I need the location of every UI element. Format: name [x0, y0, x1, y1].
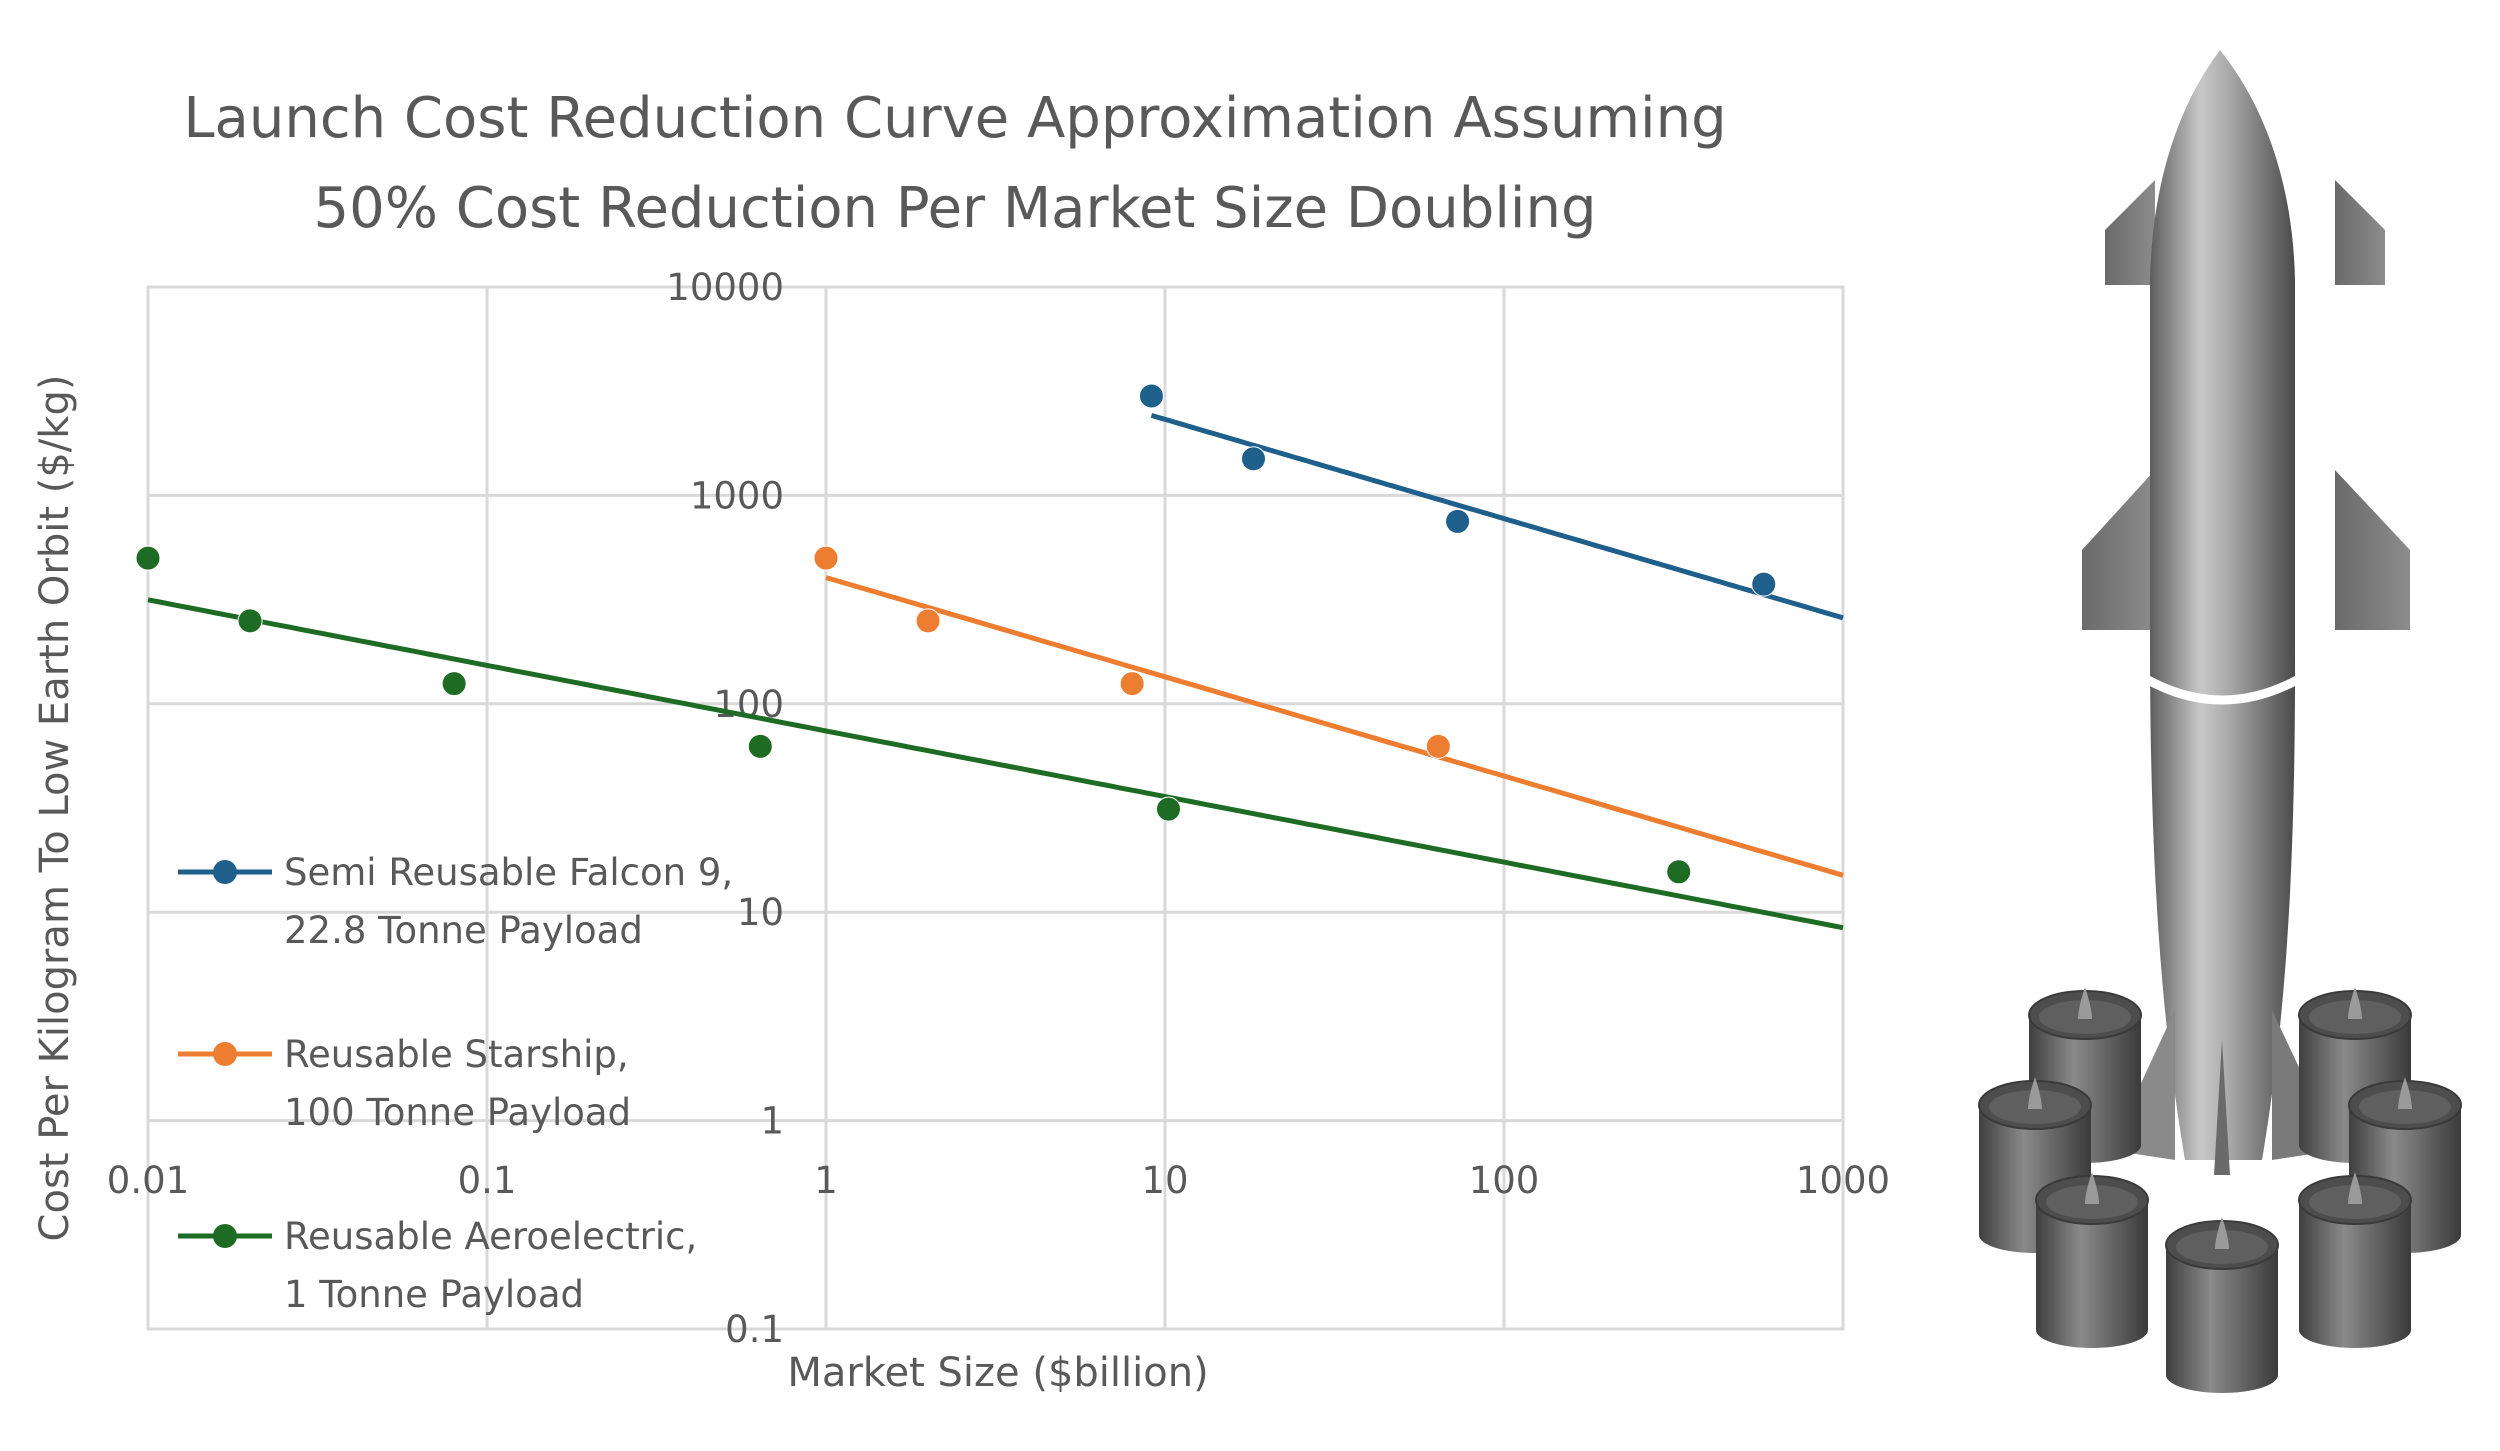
legend-item-2: Reusable Aeroelectric, 1 Tonne Payload — [178, 1215, 697, 1316]
series-2-marker-2 — [441, 671, 467, 697]
legend-label-0-1: 22.8 Tonne Payload — [284, 909, 643, 952]
rocket-illustration — [1978, 50, 2462, 1393]
legend-swatch-marker-2 — [213, 1224, 237, 1248]
series-1-line — [825, 575, 1844, 878]
series-0-marker-0 — [1138, 383, 1164, 409]
series-2-marker-0 — [135, 545, 161, 571]
y-tick-label-4: 1000 — [690, 474, 784, 517]
legend-swatch-marker-0 — [213, 860, 237, 884]
series-2-marker-4 — [1155, 796, 1181, 822]
rocket-lower-fin-right — [2335, 470, 2410, 630]
x-tick-label-2: 1 — [814, 1159, 838, 1202]
y-tick-label-5: 10000 — [666, 266, 784, 309]
series-1-marker-3 — [1425, 733, 1451, 759]
engine-pod-5 — [2298, 1172, 2412, 1348]
rocket-skirt-fin-center — [2214, 1040, 2230, 1175]
legend-label-2-0: Reusable Aeroelectric, — [284, 1215, 697, 1258]
series-1-marker-0 — [813, 545, 839, 571]
x-tick-label-3: 10 — [1141, 1159, 1188, 1202]
plot-area-border — [146, 285, 1845, 1331]
rocket-engine-pods — [1978, 987, 2462, 1393]
y-tick-label-0: 0.1 — [725, 1308, 784, 1351]
series-1 — [813, 545, 1844, 878]
rocket-lower-fin-left — [2082, 470, 2155, 630]
engine-pod-4 — [2035, 1172, 2149, 1348]
series-2-line — [147, 597, 1844, 931]
y-tick-label-1: 1 — [760, 1100, 784, 1143]
series-1-marker-1 — [915, 608, 941, 634]
series-layer — [135, 383, 1844, 931]
y-tick-label-2: 10 — [737, 891, 784, 934]
legend-label-2-1: 1 Tonne Payload — [284, 1273, 584, 1316]
series-0-marker-3 — [1751, 571, 1777, 597]
engine-pod-6 — [2165, 1217, 2279, 1393]
legend-swatch-marker-1 — [213, 1042, 237, 1066]
rocket-upper-fin-right — [2335, 180, 2385, 285]
series-1-marker-2 — [1119, 671, 1145, 697]
x-axis-ticks: 0.01 0.1 1 10 100 1000 — [107, 1159, 1890, 1202]
legend-label-0-0: Semi Reusable Falcon 9, — [284, 851, 733, 894]
series-2-marker-1 — [237, 608, 263, 634]
x-tick-label-4: 100 — [1469, 1159, 1540, 1202]
chart-title-line-2: 50% Cost Reduction Per Market Size Doubl… — [314, 176, 1597, 241]
legend-item-1: Reusable Starship, 100 Tonne Payload — [178, 1033, 631, 1134]
chart-title-line-1: Launch Cost Reduction Curve Approximatio… — [183, 86, 1726, 151]
series-0-marker-1 — [1240, 446, 1266, 472]
x-tick-label-5: 1000 — [1796, 1159, 1890, 1202]
y-axis-label: Cost Per Kilogram To Low Earth Orbit ($/… — [32, 375, 78, 1242]
series-2-marker-3 — [747, 733, 773, 759]
x-tick-label-0: 0.01 — [107, 1159, 189, 1202]
series-2-marker-5 — [1666, 859, 1692, 885]
series-2 — [135, 545, 1844, 931]
legend-label-1-0: Reusable Starship, — [284, 1033, 629, 1076]
legend-label-1-1: 100 Tonne Payload — [284, 1091, 631, 1134]
x-tick-label-1: 0.1 — [458, 1159, 517, 1202]
rocket-stage-ring — [2145, 676, 2300, 705]
engine-pod-0 — [2028, 987, 2142, 1163]
legend-item-0: Semi Reusable Falcon 9, 22.8 Tonne Payloa… — [178, 851, 733, 952]
legend: Semi Reusable Falcon 9, 22.8 Tonne Payloa… — [178, 851, 733, 1316]
x-axis-label: Market Size ($billion) — [787, 1350, 1208, 1396]
rocket-body — [2150, 50, 2296, 1160]
series-0 — [1138, 383, 1844, 621]
gridlines — [146, 285, 1845, 1331]
rocket-upper-fin-left — [2105, 180, 2155, 285]
series-0-marker-2 — [1445, 508, 1471, 534]
series-0-line — [1150, 413, 1844, 621]
